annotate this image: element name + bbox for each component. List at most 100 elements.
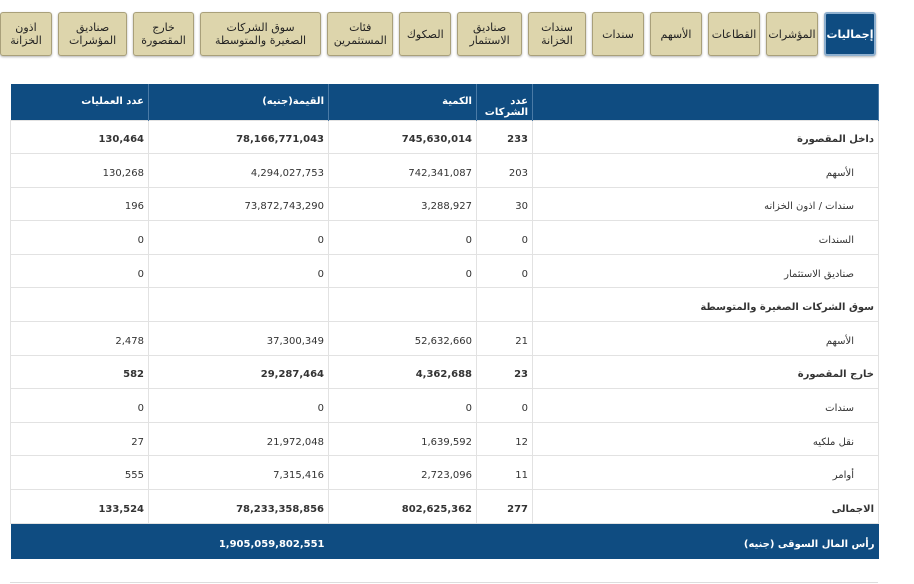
cell: 203 — [476, 153, 533, 188]
cell: 745,630,014 — [328, 119, 477, 155]
cell — [328, 287, 477, 323]
tab[interactable]: سوق الشركات الصغيرة والمتوسطة — [199, 12, 322, 56]
cell: 21,972,048 — [148, 421, 329, 457]
cell: 7,315,416 — [148, 455, 329, 491]
row-label: صناديق الاستثمار — [532, 253, 879, 289]
cell: 0 — [148, 388, 329, 423]
table-row: الأسهم 21 52,632,660 37,300,349 2,478 — [10, 321, 879, 356]
row-label: خارج المقصورة — [532, 354, 879, 390]
tab[interactable]: صناديق المؤشرات — [57, 12, 128, 56]
cell: 0 — [476, 220, 533, 255]
footer-value: 1,905,059,802,551 — [148, 523, 329, 560]
row-label: أوامر — [532, 455, 879, 491]
table-row: الاجمالى 277 802,625,362 78,233,358,856 133,… — [10, 489, 879, 524]
footer-row: رأس المال السوقى (جنيه) 1,905,059,802,55… — [10, 523, 879, 560]
row-label: الاجمالى — [532, 489, 879, 524]
tab[interactable]: سندات الخزانة — [527, 12, 586, 56]
table-row: أوامر 11 2,723,096 7,315,416 555 — [10, 455, 879, 491]
cell: 73,872,743,290 — [148, 186, 329, 222]
cell: 4,294,027,753 — [148, 153, 329, 188]
cell: 52,632,660 — [328, 321, 477, 356]
table-row: صناديق الاستثمار 0 0 0 0 — [10, 253, 879, 289]
cell: 78,166,771,043 — [148, 119, 329, 155]
table-row: سندات / اذون الخزانه 30 3,288,927 73,872,74… — [10, 186, 879, 222]
tab-bar: إجماليات المؤشرات القطاعات الأسهم سندات سندات… — [0, 12, 876, 56]
tab[interactable]: صناديق الاستثمار — [457, 12, 522, 56]
cell: 12 — [476, 421, 533, 457]
cell: 133,524 — [10, 489, 149, 524]
cell: 742,341,087 — [328, 153, 477, 188]
summary-table: عدد الشركات الكمية القيمة(جنيه) عدد العمليا… — [10, 84, 879, 560]
divider — [10, 582, 878, 583]
header-row: عدد الشركات الكمية القيمة(جنيه) عدد العمليا… — [10, 84, 879, 120]
cell: 4,362,688 — [328, 354, 477, 390]
cell — [476, 287, 533, 323]
cell: 0 — [328, 220, 477, 255]
footer-label: رأس المال السوقى (جنيه) — [532, 523, 879, 560]
cell: 37,300,349 — [148, 321, 329, 356]
cell: 3,288,927 — [328, 186, 477, 222]
cell: 0 — [148, 220, 329, 255]
cell: 582 — [10, 354, 149, 390]
cell: 11 — [476, 455, 533, 491]
cell: 0 — [476, 253, 533, 289]
row-label: داخل المقصورة — [532, 119, 879, 155]
tab[interactable]: خارج المقصورة — [133, 12, 194, 56]
row-label: السندات — [532, 220, 879, 255]
cell — [10, 523, 149, 560]
cell — [148, 287, 329, 323]
cell — [10, 287, 149, 323]
cell: 0 — [328, 388, 477, 423]
cell: 0 — [10, 220, 149, 255]
cell: 802,625,362 — [328, 489, 477, 524]
table-row: سندات 0 0 0 0 — [10, 388, 879, 423]
cell: 130,268 — [10, 153, 149, 188]
tab[interactable]: المؤشرات — [766, 12, 818, 56]
tab[interactable]: الأسهم — [650, 12, 702, 56]
cell: 0 — [328, 253, 477, 289]
cell: 555 — [10, 455, 149, 491]
row-label: الأسهم — [532, 321, 879, 356]
row-label: سندات — [532, 388, 879, 423]
cell: 0 — [10, 388, 149, 423]
cell: 0 — [148, 253, 329, 289]
table-row: داخل المقصورة 233 745,630,014 78,166,771,04… — [10, 119, 879, 155]
cell: 233 — [476, 119, 533, 155]
cell — [476, 523, 533, 560]
cell: 78,233,358,856 — [148, 489, 329, 524]
cell: 1,639,592 — [328, 421, 477, 457]
table-row: الأسهم 203 742,341,087 4,294,027,753 130,268 — [10, 153, 879, 188]
cell: 130,464 — [10, 119, 149, 155]
tab[interactable]: سندات — [592, 12, 644, 56]
cell: 2,478 — [10, 321, 149, 356]
table-row: سوق الشركات الصغيرة والمتوسطة — [10, 287, 879, 323]
cell: 27 — [10, 421, 149, 457]
tab[interactable]: اذون الخزانة — [0, 12, 52, 56]
table-row: السندات 0 0 0 0 — [10, 220, 879, 255]
table-row: خارج المقصورة 23 4,362,688 29,287,464 582 — [10, 354, 879, 390]
tab[interactable]: فئات المستثمرين — [327, 12, 394, 56]
cell: 23 — [476, 354, 533, 390]
tab[interactable]: القطاعات — [708, 12, 760, 56]
cell: 30 — [476, 186, 533, 222]
table-row: نقل ملكيه 12 1,639,592 21,972,048 27 — [10, 421, 879, 457]
cell: 21 — [476, 321, 533, 356]
column-header: الكمية — [328, 84, 477, 120]
cell: 277 — [476, 489, 533, 524]
row-label: الأسهم — [532, 153, 879, 188]
table-body: داخل المقصورة 233 745,630,014 78,166,771,04… — [10, 119, 879, 524]
column-header: القيمة(جنيه) — [148, 84, 329, 120]
column-header: عدد الشركات — [476, 84, 533, 120]
tab[interactable]: الصكوك — [399, 12, 452, 56]
row-label: سوق الشركات الصغيرة والمتوسطة — [532, 287, 879, 323]
tab[interactable]: إجماليات — [824, 12, 876, 56]
row-label: نقل ملكيه — [532, 421, 879, 457]
row-label: سندات / اذون الخزانه — [532, 186, 879, 222]
cell: 29,287,464 — [148, 354, 329, 390]
cell: 0 — [10, 253, 149, 289]
cell — [328, 523, 477, 560]
cell: 0 — [476, 388, 533, 423]
column-header: عدد العمليات — [10, 84, 149, 120]
column-header — [532, 84, 879, 120]
